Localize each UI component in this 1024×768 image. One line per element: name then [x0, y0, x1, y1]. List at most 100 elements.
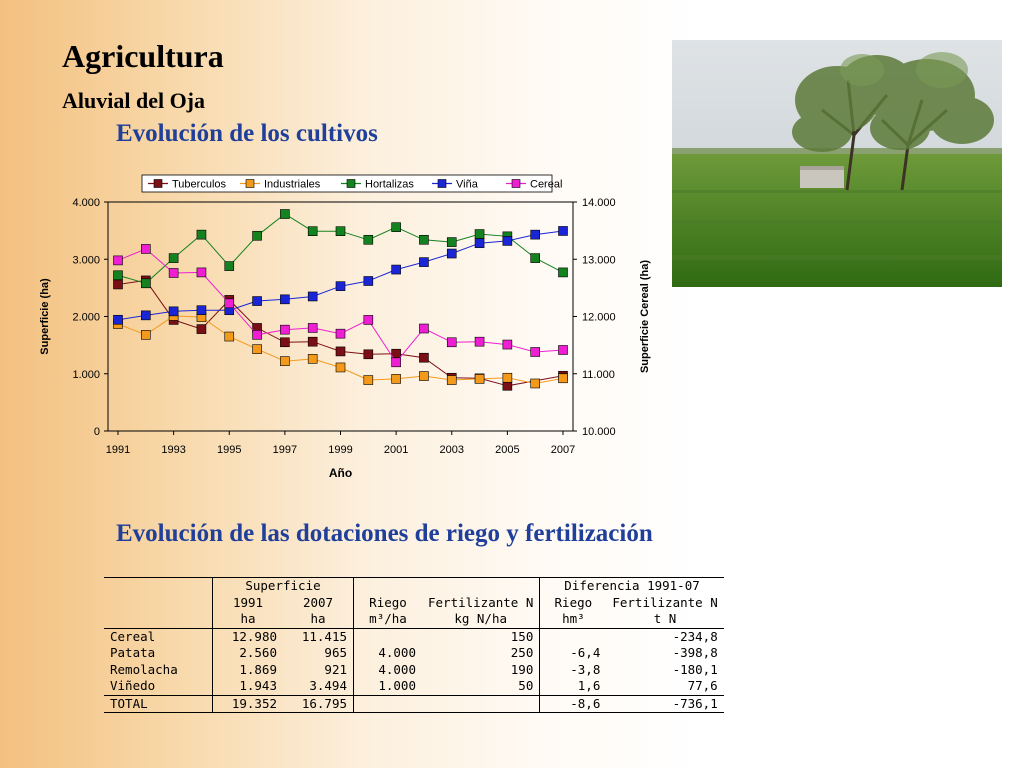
data-point-vina — [502, 236, 513, 246]
header-dif-fertilizante: Fertilizante N — [612, 594, 718, 610]
data-point-cereal — [224, 298, 235, 309]
data-point-vina — [363, 276, 374, 286]
x-tick-label: 1993 — [161, 444, 185, 456]
data-point-tuberculos — [307, 336, 318, 347]
cell-dif-riego: -3,8 — [539, 661, 607, 678]
data-point-vina — [558, 226, 568, 236]
cell-s1991: 1.943 — [212, 678, 283, 696]
x-tick-label: 2005 — [495, 444, 519, 456]
header-unit-1991: ha — [212, 611, 283, 629]
data-point-cereal — [419, 323, 429, 334]
data-point-tuberculos — [502, 380, 513, 391]
total-name: TOTAL — [104, 695, 213, 713]
total-dif-fert: -736,1 — [606, 695, 724, 713]
table-header-row: Superficie Diferencia 1991-07 — [104, 577, 724, 595]
section-heading-dotaciones: Evolución de las dotaciones de riego y f… — [116, 520, 653, 547]
cell-fert: 50 — [422, 678, 540, 696]
cell-dif-fert: -180,1 — [672, 661, 718, 677]
data-point-vina — [530, 229, 540, 240]
header-diferencia: Diferencia 1991-07 — [539, 577, 724, 595]
data-point-vina — [196, 305, 207, 316]
cell-s2007: 11.415 — [301, 628, 347, 644]
cell-fert: 250 — [510, 645, 534, 660]
data-point-industriales — [307, 354, 318, 364]
cell-s2007: 921 — [324, 661, 347, 677]
data-point-vina — [252, 296, 262, 306]
data-point-tuberculos — [335, 346, 346, 357]
data-point-industriales — [558, 373, 568, 384]
data-point-hortalizas — [307, 226, 318, 236]
data-point-industriales — [252, 344, 262, 354]
data-point-vina — [419, 257, 429, 267]
y2-tick-label: 11.000 — [582, 369, 615, 381]
data-point-tuberculos — [113, 279, 123, 290]
data-point-cereal — [252, 330, 262, 340]
data-point-hortalizas — [280, 209, 290, 219]
cell-dif-fert: -398,8 — [672, 645, 718, 660]
data-point-hortalizas — [224, 261, 235, 271]
data-point-hortalizas — [168, 253, 179, 263]
x-tick-label: 2003 — [440, 444, 464, 456]
header-unit-dif-fertilizante: t N — [606, 611, 724, 629]
legend-label-cereal: Cereal — [530, 179, 562, 191]
data-point-hortalizas — [252, 230, 262, 241]
x-axis-label: Año — [329, 466, 352, 480]
data-point-cereal — [530, 347, 540, 357]
header-1991: 1991 — [212, 594, 283, 611]
header-riego: Riego — [353, 594, 422, 611]
cell-dif-riego: 1,6 — [539, 678, 607, 696]
table-row: Patata 2.560 965 4.000 250 -6,4 -398,8 — [104, 645, 724, 662]
data-point-hortalizas — [558, 267, 568, 278]
legend-marker-cereal — [511, 179, 521, 188]
cell-dif-fert: 77,6 — [606, 678, 724, 696]
data-point-cereal — [363, 315, 374, 325]
data-point-hortalizas — [446, 237, 457, 247]
data-point-tuberculos — [196, 324, 207, 334]
data-point-industriales — [474, 374, 485, 384]
data-point-hortalizas — [363, 234, 374, 245]
data-point-vina — [280, 294, 290, 305]
cell-fert: 190 — [510, 661, 534, 677]
data-point-cereal — [113, 255, 123, 266]
row-name: Viñedo — [104, 678, 213, 696]
x-tick-label: 1999 — [328, 444, 352, 456]
header-fertilizante: Fertilizante N — [428, 594, 534, 610]
data-point-cereal — [141, 244, 151, 254]
y2-tick-label: 10.000 — [582, 426, 616, 438]
data-point-cereal — [335, 328, 346, 339]
table-row: Viñedo 1.943 3.494 1.000 50 1,6 77,6 — [104, 678, 724, 696]
legend-marker-tuberculos — [153, 179, 163, 188]
data-point-industriales — [530, 378, 540, 389]
series-line-cereal — [117, 248, 564, 364]
data-point-cereal — [391, 357, 401, 368]
data-point-vina — [391, 264, 401, 275]
data-point-hortalizas — [419, 234, 429, 245]
y-tick-label: 1.000 — [72, 369, 100, 381]
y2-tick-label: 12.000 — [582, 312, 616, 324]
cell-s2007: 3.494 — [283, 678, 354, 696]
x-tick-label: 1991 — [106, 444, 130, 456]
cell-riego: 4.000 — [353, 661, 422, 678]
data-point-cereal — [168, 268, 179, 278]
data-point-hortalizas — [141, 278, 151, 289]
irrigation-fertilization-table: Superficie Diferencia 1991-07 1991 2007 … — [104, 577, 724, 713]
data-point-vina — [141, 310, 151, 321]
data-point-industriales — [502, 372, 513, 383]
data-point-industriales — [280, 356, 290, 366]
series-line-tuberculos — [117, 279, 564, 387]
total-dif-riego: -8,6 — [539, 695, 607, 713]
x-tick-label: 2001 — [384, 444, 408, 456]
data-point-industriales — [419, 371, 429, 381]
legend-marker-industriales — [245, 179, 255, 188]
data-point-cereal — [446, 337, 457, 348]
data-point-industriales — [446, 375, 457, 385]
y-tick-label: 3.000 — [72, 254, 100, 266]
data-point-hortalizas — [113, 270, 123, 281]
cell-dif-fert: -234,8 — [672, 628, 718, 644]
data-point-hortalizas — [335, 226, 346, 236]
y-tick-label: 0 — [94, 426, 100, 438]
section-heading-cultivos: Evolución de los cultivos — [116, 120, 378, 147]
header-unit-2007: ha — [283, 611, 354, 629]
legend-label-vina: Viña — [456, 179, 479, 191]
cell-s1991: 1.869 — [212, 661, 283, 678]
